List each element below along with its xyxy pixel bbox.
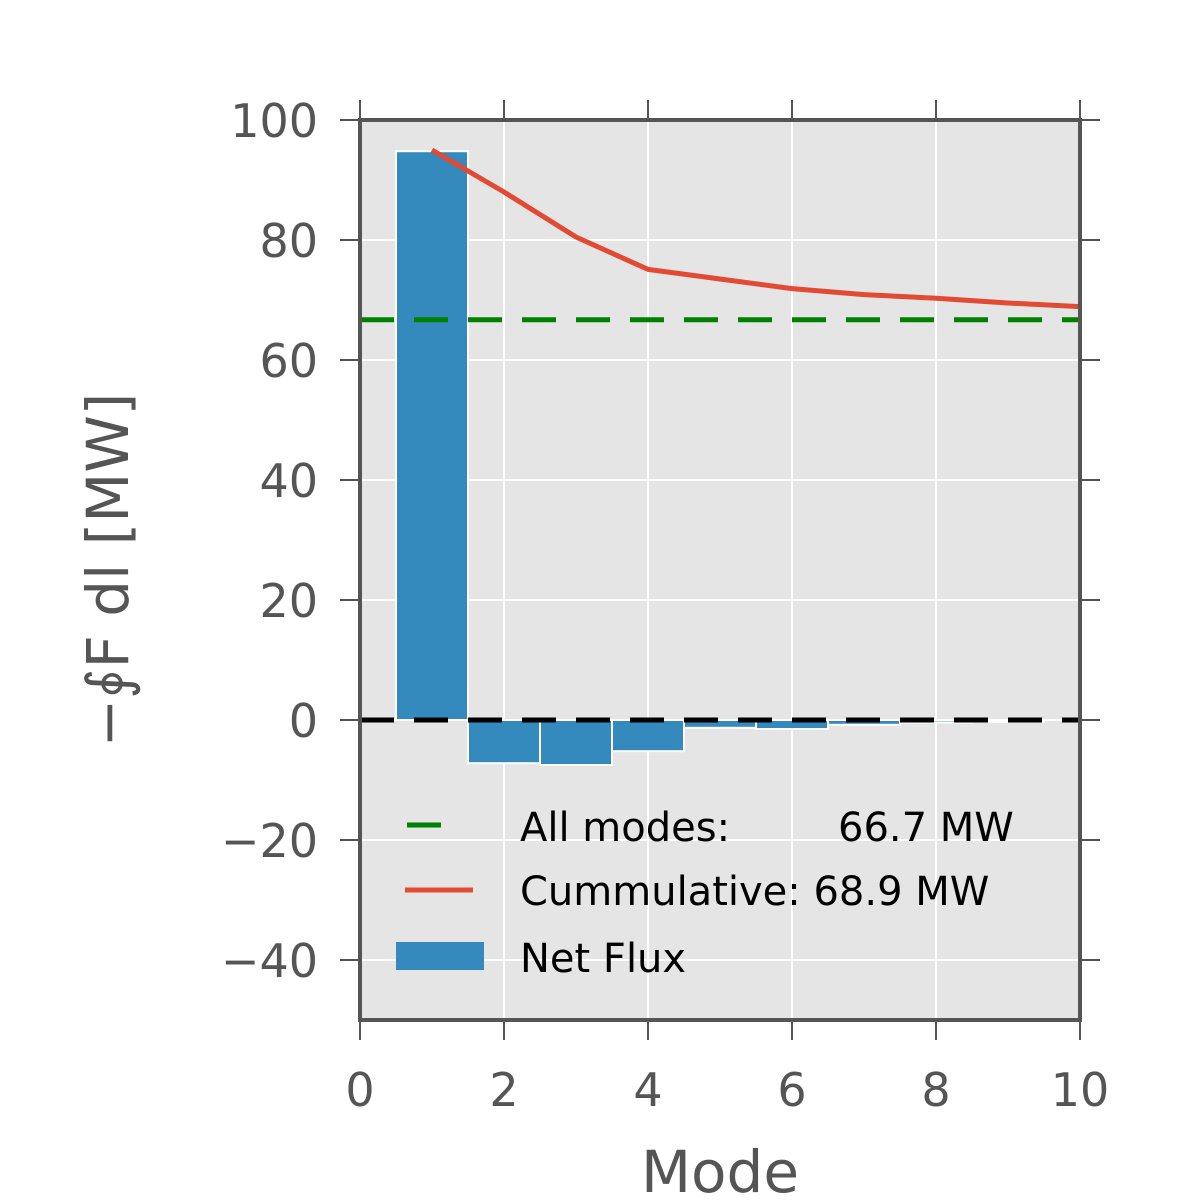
net-flux-bar bbox=[467, 719, 541, 765]
cumulative-line bbox=[430, 147, 1081, 310]
x-tick-label: 4 bbox=[633, 1063, 662, 1117]
y-tick-label: 20 bbox=[259, 574, 318, 628]
axes-border bbox=[358, 118, 1082, 1022]
legend-label-net-flux: Net Flux bbox=[520, 936, 686, 982]
axes-frame bbox=[358, 118, 1082, 1022]
legend: All modes: 66.7 MW Cummulative: 68.9 MW … bbox=[396, 805, 1014, 982]
legend-label-all-modes: All modes: bbox=[520, 805, 730, 851]
y-axis-title: −∮F dl [MW] bbox=[74, 393, 142, 748]
axis-ticks: 0 2 4 6 8 10 −40 −20 0 20 40 60 80 100 bbox=[221, 94, 1109, 1117]
plot-background bbox=[360, 120, 1080, 1020]
net-flux-bar bbox=[395, 150, 469, 721]
net-flux-bar bbox=[611, 719, 685, 753]
y-tick-label: 60 bbox=[259, 334, 318, 388]
x-tick-label: 10 bbox=[1051, 1063, 1110, 1117]
x-axis-title: Mode bbox=[641, 1138, 799, 1200]
y-tick-label: −20 bbox=[221, 814, 318, 868]
legend-value-all-modes: 66.7 MW bbox=[838, 805, 1014, 851]
x-tick-label: 6 bbox=[777, 1063, 806, 1117]
reference-lines bbox=[360, 147, 1081, 723]
y-tick-label: 40 bbox=[259, 454, 318, 508]
legend-label-cumulative: Cummulative: 68.9 MW bbox=[520, 869, 989, 915]
y-tick-label: −40 bbox=[221, 934, 318, 988]
legend-swatch-net-flux bbox=[396, 942, 484, 970]
y-tick-label: 80 bbox=[259, 214, 318, 268]
net-flux-bar bbox=[539, 719, 613, 766]
x-tick-label: 2 bbox=[489, 1063, 518, 1117]
y-tick-label: 100 bbox=[230, 94, 318, 148]
x-tick-label: 8 bbox=[921, 1063, 950, 1117]
x-tick-label: 0 bbox=[345, 1063, 374, 1117]
y-tick-label: 0 bbox=[289, 694, 318, 748]
